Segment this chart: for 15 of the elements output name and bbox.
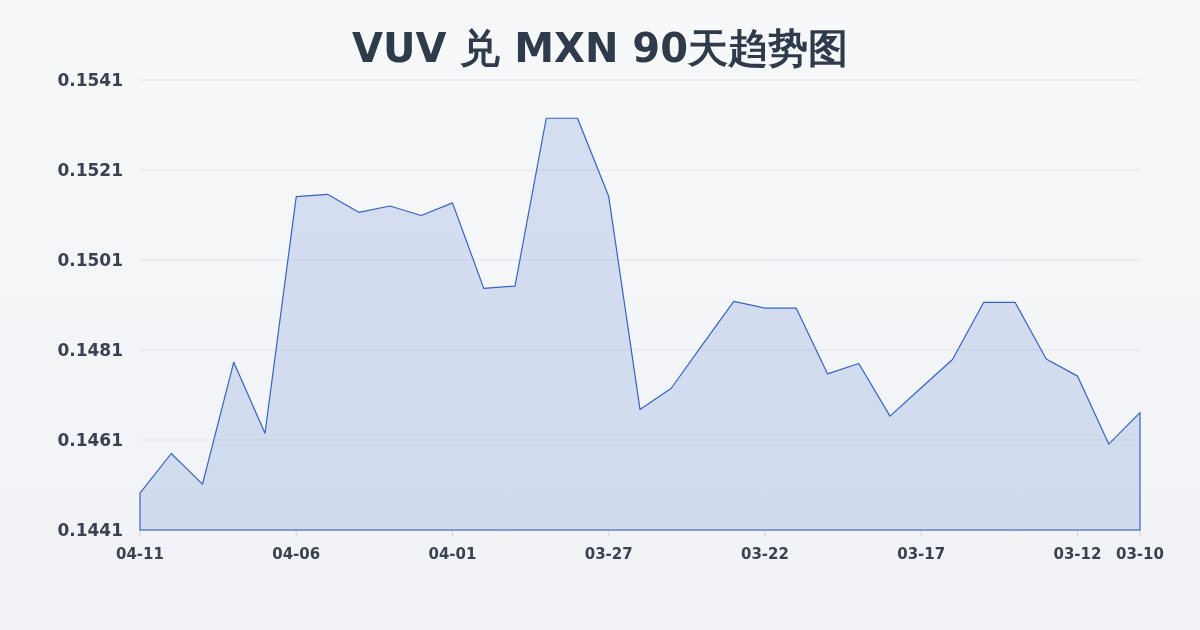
y-tick-label: 0.1441 — [57, 519, 123, 540]
x-tick-label: 04-01 — [428, 545, 477, 563]
x-tick-label: 03-17 — [897, 545, 946, 563]
y-tick-label: 0.1541 — [57, 69, 123, 90]
x-tick-label: 03-22 — [741, 545, 789, 563]
x-tick-label: 04-11 — [116, 545, 164, 563]
x-tick-label: 03-27 — [584, 545, 633, 563]
x-tick-label: 04-06 — [272, 545, 321, 563]
y-tick-label: 0.1521 — [57, 159, 123, 180]
y-tick-label: 0.1461 — [57, 429, 123, 450]
chart-title: VUV 兑 MXN 90天趋势图 — [352, 25, 848, 71]
y-tick-label: 0.1481 — [57, 339, 123, 360]
x-tick-label: 03-10 — [1116, 545, 1164, 563]
y-tick-label: 0.1501 — [57, 249, 123, 270]
x-tick-label: 03-12 — [1053, 545, 1102, 563]
